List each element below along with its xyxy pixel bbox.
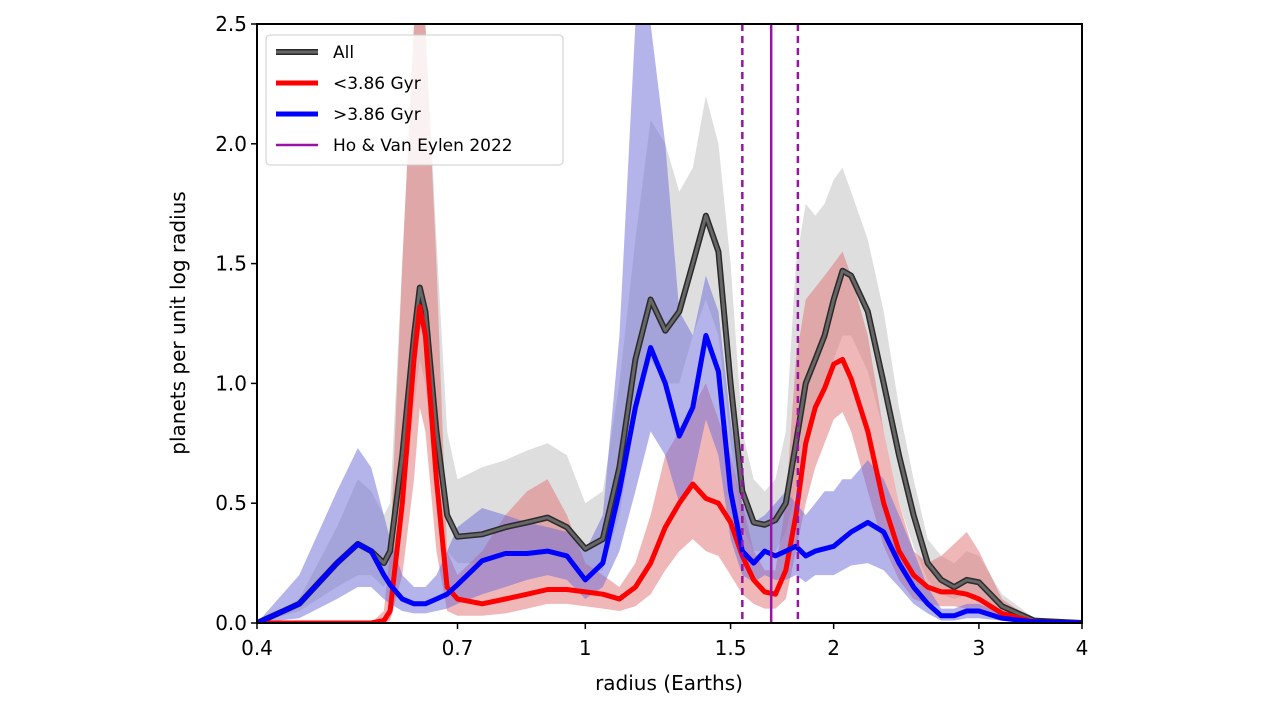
x-tick-label: 3 xyxy=(973,636,986,660)
x-tick-label: 1.5 xyxy=(715,636,747,660)
x-tick-label: 4 xyxy=(1076,636,1089,660)
x-tick-label: 1 xyxy=(579,636,592,660)
legend-label: >3.86 Gyr xyxy=(333,105,421,125)
legend-label: Ho & Van Eylen 2022 xyxy=(333,136,513,156)
legend-label: <3.86 Gyr xyxy=(333,74,421,94)
y-tick-label: 1.0 xyxy=(215,371,247,395)
plot-area xyxy=(257,24,1082,623)
line xyxy=(257,214,1082,623)
x-tick-label: 2 xyxy=(827,636,840,660)
y-tick-label: 1.5 xyxy=(215,252,247,276)
legend-label: All xyxy=(333,43,354,63)
x-axis-label: radius (Earths) xyxy=(595,671,743,695)
axes-frame xyxy=(256,23,1083,624)
line xyxy=(257,333,1082,623)
y-tick-label: 0.0 xyxy=(215,611,247,635)
legend: All <3.86 Gyr >3.86 Gyr Ho & Van Eylen 2022 xyxy=(265,34,564,166)
line xyxy=(257,304,1082,623)
y-axis-label: planets per unit log radius xyxy=(166,191,190,454)
y-tick-label: 2.0 xyxy=(215,132,247,156)
y-tick-label: 2.5 xyxy=(215,12,247,36)
y-tick-label: 0.5 xyxy=(215,491,247,515)
x-tick-label: 0.7 xyxy=(442,636,474,660)
legend-box xyxy=(265,34,564,166)
x-tick-label: 0.4 xyxy=(241,636,273,660)
axes: 0.4 0.7 1 1.5 2 3 4 0.0 0.5 1.0 1.5 2.0 2.5 xyxy=(215,12,1088,660)
